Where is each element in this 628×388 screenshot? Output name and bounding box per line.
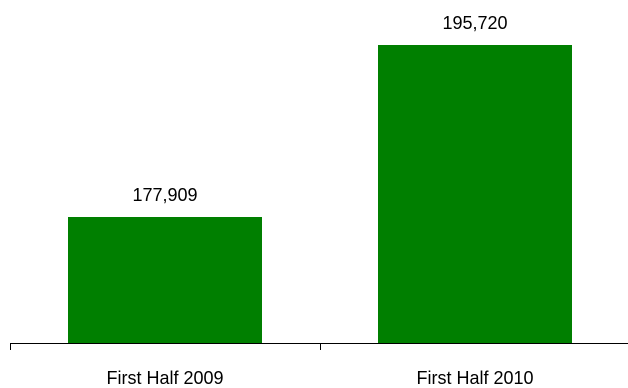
- x-tick-label-2: First Half 2010: [416, 368, 533, 388]
- bar-2: [378, 45, 572, 343]
- bars-group: [68, 45, 572, 343]
- bar-1: [68, 217, 262, 343]
- x-tick-label-1: First Half 2009: [106, 368, 223, 388]
- x-axis: First Half 2009 First Half 2010: [10, 343, 628, 388]
- data-label-2: 195,720: [442, 13, 507, 33]
- value-labels-group: 177,909 195,720: [132, 13, 507, 205]
- data-label-1: 177,909: [132, 185, 197, 205]
